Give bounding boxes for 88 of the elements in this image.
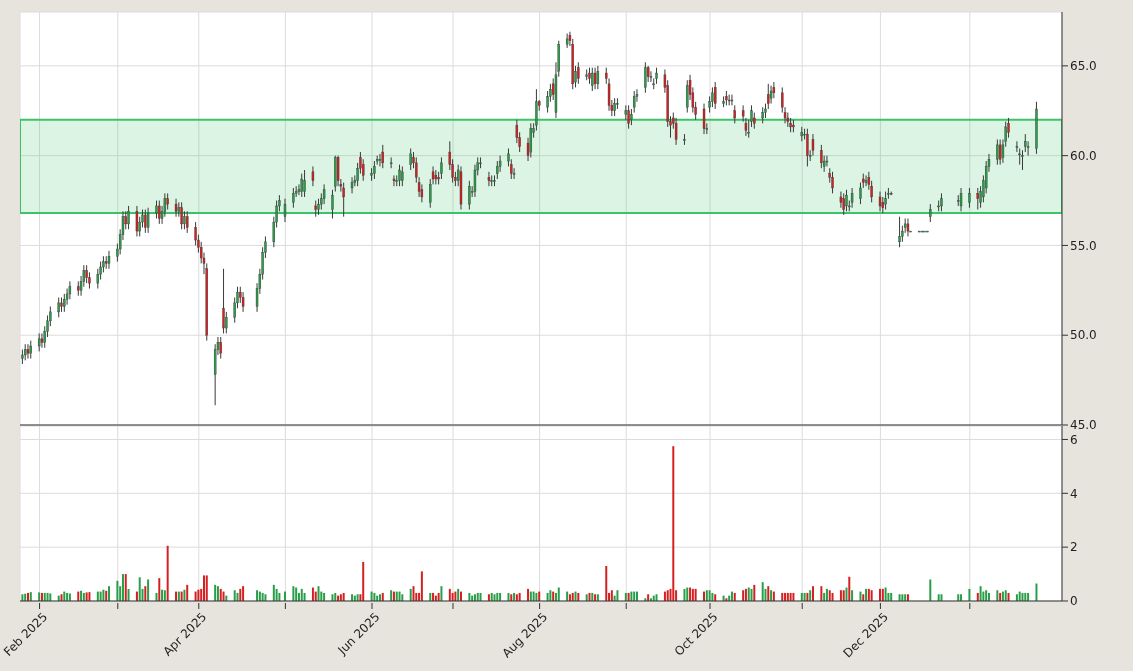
candlestick: [842, 192, 845, 216]
bar: [616, 590, 619, 601]
candlestick: [381, 144, 384, 169]
candlestick: [769, 85, 773, 105]
y-tick-label: 45.0: [1070, 418, 1097, 433]
bar: [116, 580, 119, 601]
candlestick: [401, 165, 404, 187]
bar: [605, 566, 608, 601]
bar: [979, 586, 982, 601]
bar: [440, 586, 443, 601]
candlestick: [998, 138, 1002, 166]
candlestick: [996, 138, 999, 166]
bar: [166, 545, 169, 601]
bar: [957, 594, 960, 601]
candlestick: [976, 187, 979, 211]
candlestick: [674, 117, 678, 146]
candlestick: [593, 67, 597, 90]
candlestick: [440, 156, 443, 180]
bar: [898, 594, 901, 601]
bar: [940, 594, 943, 601]
bar: [1035, 583, 1038, 601]
bar: [848, 576, 851, 601]
candlestick: [186, 210, 189, 234]
bar: [138, 577, 141, 601]
candlestick: [596, 65, 600, 90]
bar: [275, 588, 278, 601]
candlestick: [135, 205, 139, 237]
bar: [300, 588, 303, 601]
bar: [672, 446, 675, 601]
candlestick: [714, 81, 717, 110]
bar: [147, 579, 150, 601]
candlestick: [225, 311, 228, 334]
bar: [186, 584, 189, 601]
bar: [929, 579, 932, 601]
bar: [694, 588, 697, 601]
bar: [420, 571, 423, 601]
bar: [870, 590, 873, 601]
candlestick: [241, 291, 245, 313]
bar: [761, 582, 764, 601]
candlestick: [632, 90, 636, 114]
candlestick: [331, 189, 334, 219]
y-tick-label: 55.0: [1070, 238, 1097, 253]
y-tick-label: 60.0: [1070, 148, 1097, 163]
candlestick: [283, 198, 287, 223]
bar: [272, 584, 275, 601]
candlestick: [968, 187, 971, 209]
bar: [839, 590, 842, 601]
bar: [317, 586, 320, 601]
candlestick: [686, 79, 689, 114]
candlestick: [577, 61, 580, 85]
bar: [968, 588, 971, 601]
y-tick-label: 4: [1070, 486, 1078, 501]
y-tick-label: 6: [1070, 432, 1078, 447]
bar: [158, 578, 161, 601]
y-tick-label: 65.0: [1070, 59, 1097, 74]
bar: [647, 594, 650, 601]
bar: [127, 588, 130, 601]
candlestick: [146, 207, 150, 234]
y-tick-label: 2: [1070, 540, 1078, 555]
candlestick: [811, 133, 815, 157]
candlestick: [342, 182, 345, 218]
candlestick: [565, 33, 569, 49]
candlestick: [219, 336, 222, 360]
bar: [811, 586, 814, 601]
bar: [239, 588, 242, 601]
y-tick-label: 0: [1070, 594, 1078, 609]
bar: [202, 575, 205, 601]
bar: [960, 594, 963, 601]
bar: [205, 575, 208, 601]
bar: [448, 588, 451, 601]
candlestick: [300, 173, 303, 198]
candlestick: [389, 156, 393, 169]
bar: [108, 586, 110, 601]
bar: [937, 594, 940, 601]
candlestick: [820, 144, 823, 169]
candlestick: [850, 187, 854, 209]
bar: [362, 561, 365, 601]
bar: [242, 586, 245, 601]
bar: [901, 594, 904, 601]
bar: [753, 584, 756, 601]
bar: [851, 590, 854, 601]
y-tick-label: 50.0: [1070, 328, 1097, 343]
candlestick: [767, 83, 770, 110]
candlestick: [303, 169, 306, 198]
candlestick: [311, 165, 315, 187]
candlestick: [831, 171, 834, 194]
candlestick: [222, 268, 225, 334]
bar: [820, 586, 823, 601]
